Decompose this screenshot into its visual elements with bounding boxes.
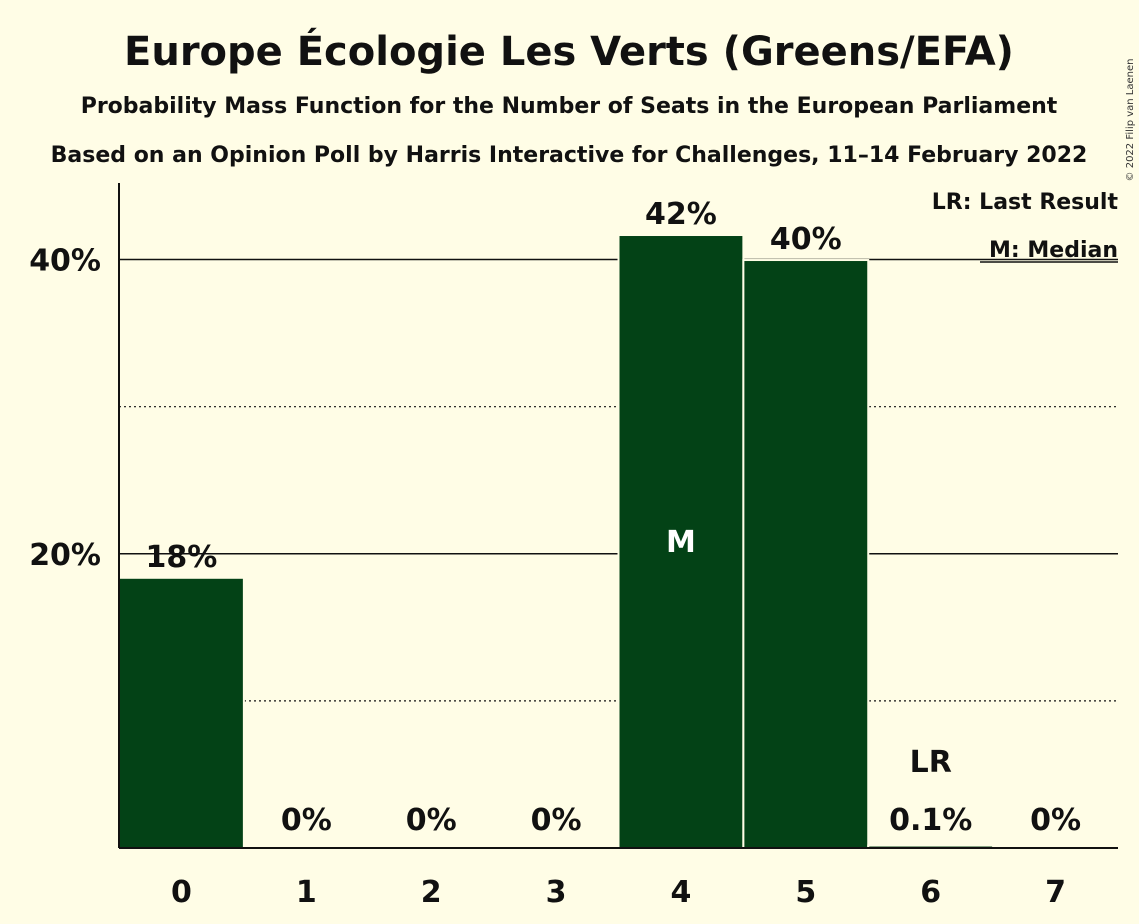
copyright-notice: © 2022 Filip van Laenen [1125,59,1136,182]
chart-source: Based on an Opinion Poll by Harris Inter… [51,143,1088,168]
bar-0 [120,578,243,848]
x-tick-label: 1 [296,875,317,910]
bar-halo [867,844,995,848]
data-label: 42% [645,197,717,232]
x-tick-label: 4 [671,875,692,910]
x-tick-label: 0 [171,875,192,910]
y-tick-label: 40% [29,244,101,279]
bar-5 [744,261,868,848]
chart-subtitle: Probability Mass Function for the Number… [81,94,1058,119]
x-tick-label: 3 [546,875,567,910]
axes: 20% 40% 0 1 2 3 4 5 6 7 [29,183,1118,910]
legend-median: M: Median [989,238,1118,263]
bar-4 [619,236,743,849]
chart-title: Europe Écologie Les Verts (Greens/EFA) [124,27,1014,75]
y-tick-label: 20% [29,538,101,573]
x-tick-label: 7 [1045,875,1066,910]
data-label: 0% [406,803,457,838]
bars [118,234,995,849]
legend-last-result: LR: Last Result [932,190,1119,215]
data-label: 40% [770,222,842,257]
median-marker: M [666,525,696,560]
data-label: 0% [1030,803,1081,838]
data-label: 0.1% [889,803,972,838]
data-label: 18% [146,540,218,575]
data-label: 0% [281,803,332,838]
x-tick-label: 6 [920,875,941,910]
data-labels: 18% 0% 0% 0% 42% M 40% 0.1% LR 0% [146,197,1082,838]
x-tick-label: 2 [421,875,442,910]
last-result-marker: LR [910,745,952,780]
x-tick-label: 5 [795,875,816,910]
data-label: 0% [531,803,582,838]
